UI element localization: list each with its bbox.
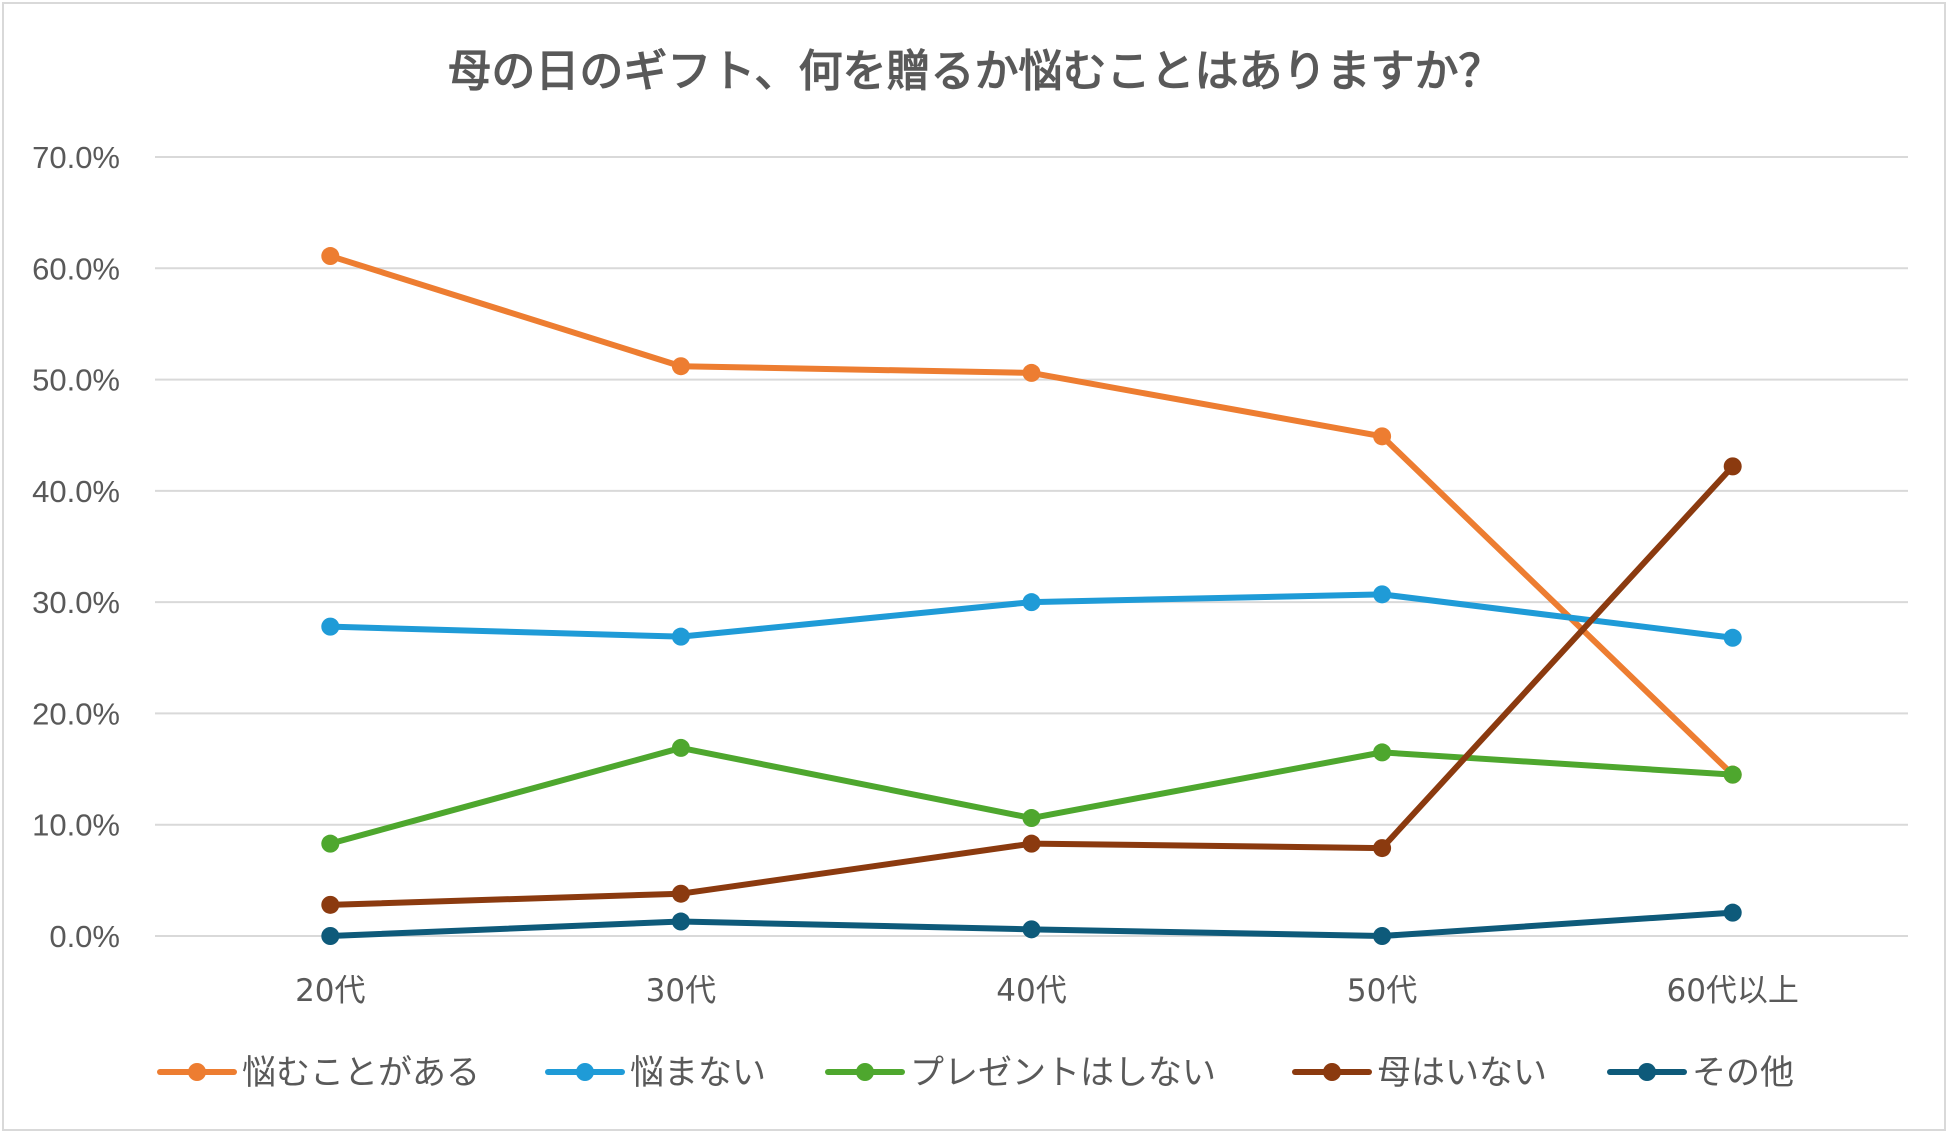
legend-item: その他 — [1607, 1053, 1794, 1093]
series — [321, 903, 1742, 945]
legend-label: プレゼントはしない — [910, 1053, 1216, 1093]
data-point — [1022, 920, 1041, 939]
data-point — [671, 357, 690, 376]
legend-swatch-marker — [1323, 1063, 1341, 1081]
data-point — [1373, 743, 1392, 762]
data-point — [1723, 903, 1742, 922]
data-point — [1373, 427, 1392, 446]
data-point — [671, 738, 690, 757]
y-tick-label: 50.0% — [32, 363, 120, 398]
y-tick-label: 30.0% — [32, 585, 120, 620]
x-tick-label: 60代以上 — [1666, 973, 1798, 1009]
y-tick-label: 10.0% — [32, 808, 120, 843]
y-tick-label: 60.0% — [32, 251, 120, 286]
legend-label: 悩むことがある — [242, 1053, 480, 1093]
x-tick-label: 20代 — [295, 973, 365, 1009]
legend-swatch-marker — [1638, 1063, 1656, 1081]
data-point — [1373, 839, 1392, 858]
data-point — [1022, 363, 1041, 382]
data-point — [671, 627, 690, 646]
x-tick-label: 50代 — [1347, 973, 1417, 1009]
chart-title: 母の日のギフト、何を贈るか悩むことはありますか？ — [447, 46, 1502, 97]
data-point — [671, 884, 690, 903]
legend: 悩むことがある 悩まない プレゼントはしない 母はいない その他 — [157, 1053, 1794, 1093]
data-point — [1723, 628, 1742, 647]
data-point — [671, 912, 690, 931]
data-point — [1723, 457, 1742, 476]
series — [321, 247, 1742, 784]
legend-label: 悩まない — [630, 1053, 766, 1093]
legend-item: 悩むことがある — [157, 1053, 480, 1093]
series — [321, 585, 1742, 647]
legend-swatch-marker — [856, 1063, 874, 1081]
data-point — [321, 927, 340, 945]
data-point — [321, 834, 340, 853]
y-tick-label: 20.0% — [32, 696, 120, 731]
legend-item: 母はいない — [1292, 1053, 1547, 1093]
y-tick-label: 0.0% — [49, 919, 120, 954]
data-point — [321, 617, 340, 636]
data-point — [1022, 809, 1041, 828]
legend-label: 母はいない — [1377, 1053, 1547, 1093]
series — [321, 457, 1742, 914]
x-tick-label: 30代 — [646, 973, 716, 1009]
series-line — [327, 744, 1736, 847]
legend-swatch-marker — [576, 1063, 594, 1081]
x-axis-ticks: 20代 30代 40代 50代 60代以上 — [295, 973, 1799, 1009]
data-point — [1022, 834, 1041, 853]
data-point — [1723, 765, 1742, 784]
series — [321, 738, 1742, 853]
data-point — [1373, 585, 1392, 604]
y-tick-label: 40.0% — [32, 474, 120, 509]
data-point — [321, 895, 340, 914]
legend-item: プレゼントはしない — [825, 1053, 1216, 1093]
data-point — [1022, 593, 1041, 612]
data-point — [1373, 927, 1392, 945]
series-group — [321, 247, 1742, 945]
legend-label: その他 — [1692, 1053, 1794, 1093]
x-tick-label: 40代 — [996, 973, 1066, 1009]
y-axis-ticks: 0.0% 10.0% 20.0% 30.0% 40.0% 50.0% 60.0% 70.0% — [32, 140, 120, 954]
legend-item: 悩まない — [545, 1053, 766, 1093]
legend-swatch-marker — [188, 1063, 206, 1081]
y-tick-label: 70.0% — [32, 140, 120, 175]
data-point — [321, 247, 340, 266]
